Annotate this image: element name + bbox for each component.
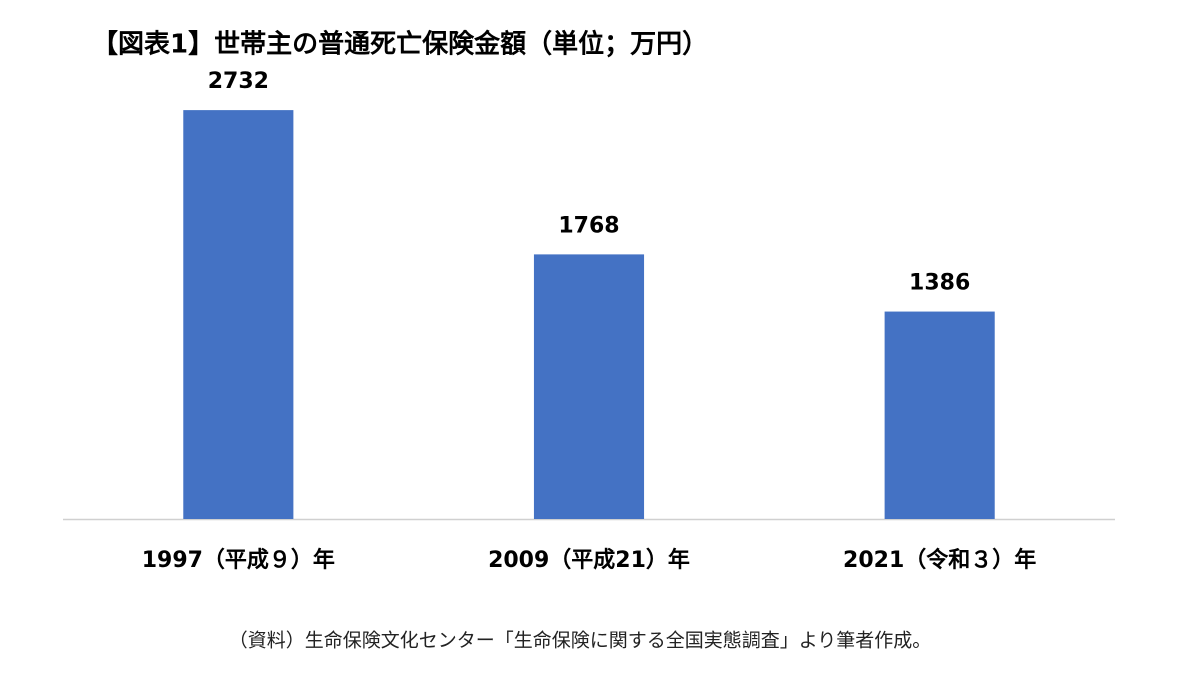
value-label: 1386: [909, 271, 970, 296]
x-tick-label: 2021（令和３）年: [843, 547, 1036, 573]
bar: [183, 110, 294, 520]
bar: [533, 254, 645, 519]
x-tick-label: 1997（平成９）年: [142, 547, 335, 573]
x-tick-label: 2009（平成21）年: [488, 547, 690, 573]
value-label: 1768: [558, 213, 619, 238]
value-label: 2732: [208, 69, 269, 94]
source-note: （資料）生命保険文化センター「生命保険に関する全国実態調査」より筆者作成。: [229, 630, 932, 652]
chart-title: 【図表1】世帯主の普通死亡保険金額（単位；万円）: [92, 29, 708, 60]
bar: [884, 311, 995, 519]
